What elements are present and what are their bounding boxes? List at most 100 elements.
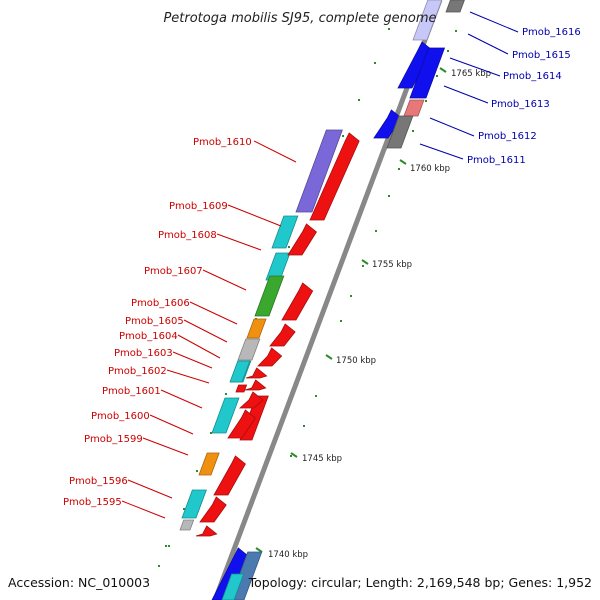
leader-line bbox=[166, 369, 210, 384]
scale-dot bbox=[425, 100, 427, 102]
scale-label: 1760 kbp bbox=[410, 164, 450, 174]
scale-dot bbox=[288, 246, 290, 248]
leader-line bbox=[216, 233, 262, 251]
gene-pmob-1602 bbox=[235, 384, 248, 393]
gene-label-left: Pmob_1603 bbox=[114, 348, 173, 359]
scale-major-tick bbox=[255, 547, 263, 553]
leader-line bbox=[227, 204, 282, 227]
gene-label-left: Pmob_1610 bbox=[193, 137, 252, 148]
scale-dot bbox=[436, 75, 438, 77]
scale-major-tick bbox=[399, 159, 407, 165]
gene-label-right: Pmob_1612 bbox=[478, 131, 537, 142]
gene-pmob-1615 bbox=[397, 41, 433, 89]
gene-pmob-1610 bbox=[295, 129, 343, 213]
scale-dot bbox=[340, 320, 342, 322]
gene-pmob-1613 bbox=[403, 99, 425, 117]
gene-pmob-1606 bbox=[246, 318, 267, 339]
leader-line bbox=[121, 500, 166, 519]
leader-line bbox=[189, 301, 238, 325]
leader-line bbox=[419, 143, 464, 160]
scale-dot bbox=[358, 99, 360, 101]
gene-label-left: Pmob_1606 bbox=[131, 298, 190, 309]
scale-dot bbox=[210, 432, 212, 434]
gene-red-arrow bbox=[287, 223, 317, 256]
gene-red-arrow bbox=[269, 323, 296, 347]
scale-dot bbox=[315, 395, 317, 397]
scale-label: 1750 kbp bbox=[336, 356, 376, 366]
scale-dot bbox=[350, 295, 352, 297]
scale-dot bbox=[342, 135, 344, 137]
gene-pmob-1605 bbox=[237, 338, 261, 361]
gene-bottom-cyan bbox=[221, 573, 245, 600]
gene-label-right: Pmob_1616 bbox=[522, 27, 581, 38]
leader-line bbox=[142, 437, 189, 456]
map-title: Petrotoga mobilis SJ95, complete genome bbox=[163, 11, 436, 26]
scale-dot bbox=[455, 30, 457, 32]
scale-major-tick bbox=[439, 67, 447, 73]
gene-pmob-1609 bbox=[271, 215, 299, 249]
scale-major-tick bbox=[361, 259, 369, 265]
leader-line bbox=[467, 33, 509, 55]
leader-line bbox=[127, 479, 173, 499]
gene-red-arrow bbox=[213, 455, 246, 496]
leader-line bbox=[449, 57, 501, 77]
map-decoration: 1740 kbp 1745 kbp 1750 kbp 1755 kbp 1760 kbp… bbox=[158, 0, 491, 600]
gene-label-left: Pmob_1600 bbox=[91, 411, 150, 422]
leader-line bbox=[429, 117, 475, 137]
gene-label-left: Pmob_1607 bbox=[144, 266, 203, 277]
scale-dot bbox=[290, 455, 292, 457]
scale-dot bbox=[374, 62, 376, 64]
scale-label: 1745 kbp bbox=[302, 454, 342, 464]
leader-line bbox=[172, 351, 213, 369]
scale-label: 1755 kbp bbox=[372, 260, 412, 270]
scale-dot bbox=[412, 130, 414, 132]
scale-major-tick bbox=[325, 354, 333, 360]
gene-red-arrow bbox=[195, 525, 218, 537]
scale-dot bbox=[168, 545, 170, 547]
gene-red-arrow bbox=[227, 409, 256, 439]
scale-dot bbox=[447, 50, 449, 52]
gene-label-left: Pmob_1609 bbox=[169, 201, 228, 212]
scale-dot bbox=[158, 565, 160, 567]
gene-pmob-1601 bbox=[211, 397, 240, 434]
gene-bottom-blue bbox=[211, 547, 249, 600]
scale-dot bbox=[196, 470, 198, 472]
leader-line bbox=[443, 85, 489, 104]
accession-text: Accession: NC_010003 bbox=[8, 575, 150, 590]
leader-line bbox=[160, 389, 203, 409]
gene-faded-segment bbox=[412, 0, 443, 41]
gene-pmob-1612 bbox=[373, 109, 402, 139]
scale-dot bbox=[183, 508, 185, 510]
leader-line bbox=[253, 140, 297, 163]
gene-label-right: Pmob_1613 bbox=[491, 99, 550, 110]
gene-red-arrow bbox=[244, 379, 267, 391]
gene-label-left: Pmob_1602 bbox=[108, 366, 167, 377]
scale-dot bbox=[398, 168, 400, 170]
scale-dot bbox=[388, 28, 390, 30]
scale-label: 1740 kbp bbox=[268, 550, 308, 560]
scale-dot bbox=[362, 265, 364, 267]
gene-pmob-1611 bbox=[386, 115, 414, 149]
gene-pmob-1616 bbox=[445, 0, 465, 13]
scale-major-tick bbox=[290, 452, 298, 458]
gene-labels: Pmob_1610 Pmob_1609 Pmob_1608 Pmob_1607 Pmob… bbox=[63, 11, 581, 519]
gene-label-left: Pmob_1599 bbox=[84, 434, 143, 445]
gene-label-left: Pmob_1595 bbox=[63, 497, 122, 508]
gene-pmob-1595 bbox=[179, 519, 195, 531]
leader-line bbox=[469, 11, 519, 33]
gene-label-right: Pmob_1615 bbox=[512, 50, 571, 61]
gene-label-left: Pmob_1608 bbox=[158, 230, 217, 241]
leader-line bbox=[177, 334, 221, 359]
backbone-line bbox=[212, 0, 443, 600]
gene-pmob-1607 bbox=[254, 275, 285, 317]
scale-dot bbox=[388, 195, 390, 197]
gene-pmob-1614 bbox=[409, 47, 446, 99]
gene-red-arrow bbox=[238, 391, 264, 409]
gene-red-arrow bbox=[281, 282, 314, 321]
gene-label-left: Pmob_1604 bbox=[119, 331, 178, 342]
gene-pmob-1603 bbox=[229, 360, 251, 383]
gene-pmob-1599 bbox=[198, 452, 220, 476]
gene-red-arrow bbox=[257, 347, 283, 367]
leader-line bbox=[202, 269, 247, 291]
